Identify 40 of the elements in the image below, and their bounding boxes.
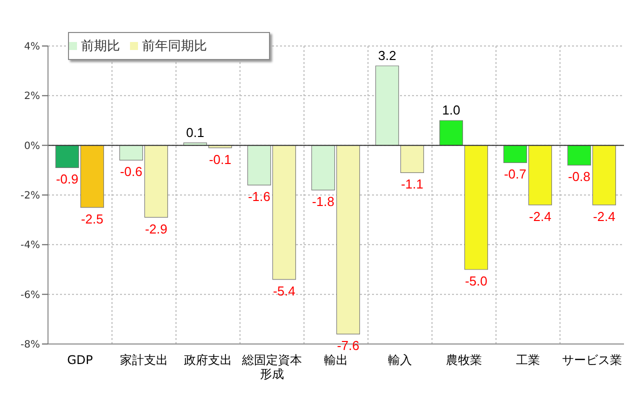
bar [400, 145, 424, 173]
x-tick-label: 農牧業 [446, 353, 482, 367]
data-label: -2.4 [528, 208, 552, 224]
legend-label: 前期比 [81, 39, 120, 54]
data-label: -7.6 [336, 338, 360, 354]
data-label: -5.0 [464, 274, 488, 288]
x-tick-label: 工業 [516, 353, 540, 367]
legend-label: 前年同期比 [142, 39, 207, 54]
data-label: -1.8 [312, 194, 334, 210]
bar [464, 145, 488, 270]
data-label: -0.9 [56, 172, 78, 187]
x-tick-label: GDP [67, 353, 93, 367]
data-label: -0.8 [568, 169, 590, 184]
x-tick-label: 総固定資本形成 [241, 353, 302, 381]
data-label: -1.6 [248, 189, 270, 204]
data-label: -0.6 [120, 164, 142, 180]
data-label: -1.1 [400, 176, 424, 192]
y-tick-label: -2% [20, 190, 40, 202]
data-label: 1.0 [442, 102, 460, 118]
bar [375, 66, 399, 146]
y-tick-label: -8% [20, 340, 40, 351]
bar [439, 120, 463, 146]
y-tick-label: -4% [20, 240, 40, 252]
data-label: 3.2 [378, 48, 396, 63]
x-tick-label: 政府支出 [184, 353, 232, 367]
y-tick-label: -6% [20, 290, 40, 301]
y-tick-label: 4% [24, 42, 40, 53]
data-label: -0.1 [208, 152, 232, 167]
data-label: -2.5 [80, 211, 104, 226]
x-tick-label: サービス業 [562, 353, 622, 367]
data-label: -2.9 [144, 221, 168, 236]
x-tick-label: 家計支出 [120, 353, 168, 367]
data-label: 0.1 [186, 124, 204, 140]
y-tick-label: 2% [24, 91, 40, 102]
data-label: -5.4 [272, 283, 296, 298]
x-tick-label: 輸出 [324, 353, 348, 367]
y-tick-label: 0% [24, 140, 40, 152]
data-label: -2.4 [592, 208, 616, 224]
data-label: -0.7 [504, 166, 526, 182]
x-tick-label: 輸入 [388, 353, 412, 367]
